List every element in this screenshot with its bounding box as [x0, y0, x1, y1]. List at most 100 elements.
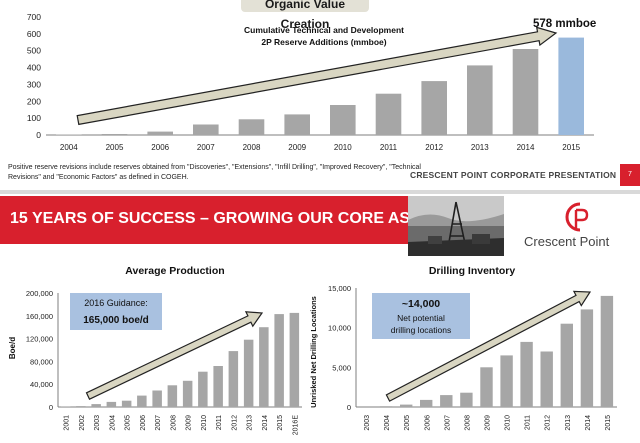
y-tick-label: 500	[27, 46, 41, 56]
trend-arrow	[76, 26, 558, 126]
bar-2015	[274, 314, 284, 407]
x-tick-label: 2015	[562, 143, 580, 152]
bar-2012	[421, 81, 447, 135]
bar-2004	[379, 406, 393, 407]
bar-2016E	[289, 312, 300, 407]
x-tick-label: 2008	[243, 143, 261, 152]
x-tick-label: 2004	[109, 415, 116, 431]
y-tick-label: 120,000	[26, 335, 53, 344]
y-tick-label: 100	[27, 113, 41, 123]
trend-arrow	[85, 311, 264, 401]
bar-2005	[121, 400, 132, 407]
bar-2004	[56, 134, 82, 135]
bar-2010	[198, 371, 208, 407]
y-tick-label: 700	[27, 12, 41, 22]
bar-2010	[500, 355, 513, 407]
y-tick-label: 40,000	[30, 380, 53, 389]
x-tick-label: 2011	[380, 143, 398, 152]
chart-title: Cumulative Technical and Development	[244, 25, 404, 35]
x-tick-label: 2006	[140, 415, 147, 431]
bar-2009	[182, 380, 193, 407]
x-tick-label: 2014	[585, 415, 592, 431]
bar-2007	[152, 390, 162, 407]
x-tick-label: 2012	[231, 415, 238, 431]
y-tick-label: 0	[347, 403, 351, 412]
slide-divider	[0, 190, 640, 194]
bar-2012	[228, 351, 239, 407]
x-tick-label: 2003	[364, 415, 371, 431]
section-banner: 15 YEARS OF SUCCESS – GROWING OUR CORE A…	[0, 196, 452, 244]
y-tick-label: 400	[27, 63, 41, 73]
y-tick-label: 200	[27, 96, 41, 106]
y-tick-label: 300	[27, 79, 41, 89]
x-tick-label: 2005	[106, 143, 124, 152]
x-tick-label: 2001	[64, 415, 71, 431]
bar-2007	[193, 124, 219, 135]
x-tick-label: 2013	[565, 415, 572, 431]
guidance-callout	[70, 293, 162, 330]
x-tick-label: 2009	[485, 415, 492, 431]
x-tick-label: 2002	[79, 415, 86, 431]
inventory-callout	[372, 293, 470, 339]
y-tick-label: 160,000	[26, 312, 53, 321]
bar-2013	[560, 323, 573, 407]
bar-2004	[106, 401, 117, 407]
x-tick-label: 2012	[425, 143, 443, 152]
bar-2008	[238, 119, 265, 135]
bar-2006	[147, 131, 173, 135]
page-number: 7	[620, 164, 640, 186]
chart-title: Average Production	[125, 265, 224, 277]
presentation-footer: CRESCENT POINT CORPORATE PRESENTATION	[410, 170, 617, 180]
bar-2012	[540, 351, 553, 407]
x-tick-label: 2004	[60, 143, 78, 152]
x-tick-label: 2009	[186, 415, 193, 431]
x-tick-label: 2008	[464, 415, 471, 431]
y-tick-label: 15,000	[328, 284, 351, 293]
x-tick-label: 2005	[404, 415, 411, 431]
bar-2007	[440, 395, 453, 407]
x-tick-label: 2015	[605, 415, 612, 431]
x-tick-label: 2013	[471, 143, 489, 152]
y-tick-label: 0	[36, 130, 41, 140]
chart-title: Drilling Inventory	[429, 265, 516, 277]
chart-subtitle: 2P Reserve Additions (mmboe)	[261, 37, 386, 47]
x-tick-label: 2010	[201, 415, 208, 431]
x-tick-label: 2011	[525, 415, 532, 430]
x-tick-label: 2015	[277, 415, 284, 431]
x-tick-label: 2011	[216, 415, 223, 430]
x-tick-label: 2005	[125, 415, 132, 431]
y-tick-label: 80,000	[30, 357, 53, 366]
inventory-callout-line3: drilling locations	[391, 325, 451, 335]
x-tick-label: 2007	[155, 415, 162, 431]
bar-2014	[512, 49, 539, 135]
bar-2008	[460, 392, 473, 407]
bar-2003	[91, 404, 101, 407]
x-tick-label: 2010	[505, 415, 512, 431]
bar-2011	[213, 366, 223, 407]
bar-2014	[580, 309, 594, 407]
x-tick-label: 2003	[94, 415, 101, 431]
inventory-callout-line2: Net potential	[397, 313, 445, 323]
x-tick-label: 2004	[384, 415, 391, 431]
bar-2005	[400, 404, 413, 407]
x-tick-label: 2016E	[292, 415, 299, 436]
y-tick-label: 0	[49, 403, 53, 412]
x-tick-label: 2014	[262, 415, 269, 431]
slide-header-title: Organic Value Creation	[241, 0, 369, 31]
x-tick-label: 2008	[170, 415, 177, 431]
bar-2006	[137, 395, 147, 407]
crescent-point-logo-icon	[565, 202, 589, 232]
banner-title: 15 YEARS OF SUCCESS – GROWING OUR CORE A…	[10, 210, 452, 227]
y-axis-label: Boe/d	[8, 337, 17, 359]
x-tick-label: 2007	[444, 415, 451, 431]
x-tick-label: 2009	[288, 143, 306, 152]
bar-2015	[600, 295, 614, 407]
footnote: Positive reserve revisions include reser…	[8, 164, 421, 181]
y-tick-label: 5,000	[332, 363, 351, 372]
x-tick-label: 2013	[247, 415, 254, 431]
trend-arrow	[385, 290, 592, 402]
bar-2002	[76, 406, 86, 407]
bar-2006	[420, 399, 433, 407]
bar-2011	[375, 93, 402, 135]
y-axis-label: Unrisked Net Drilling Locations	[309, 296, 318, 408]
